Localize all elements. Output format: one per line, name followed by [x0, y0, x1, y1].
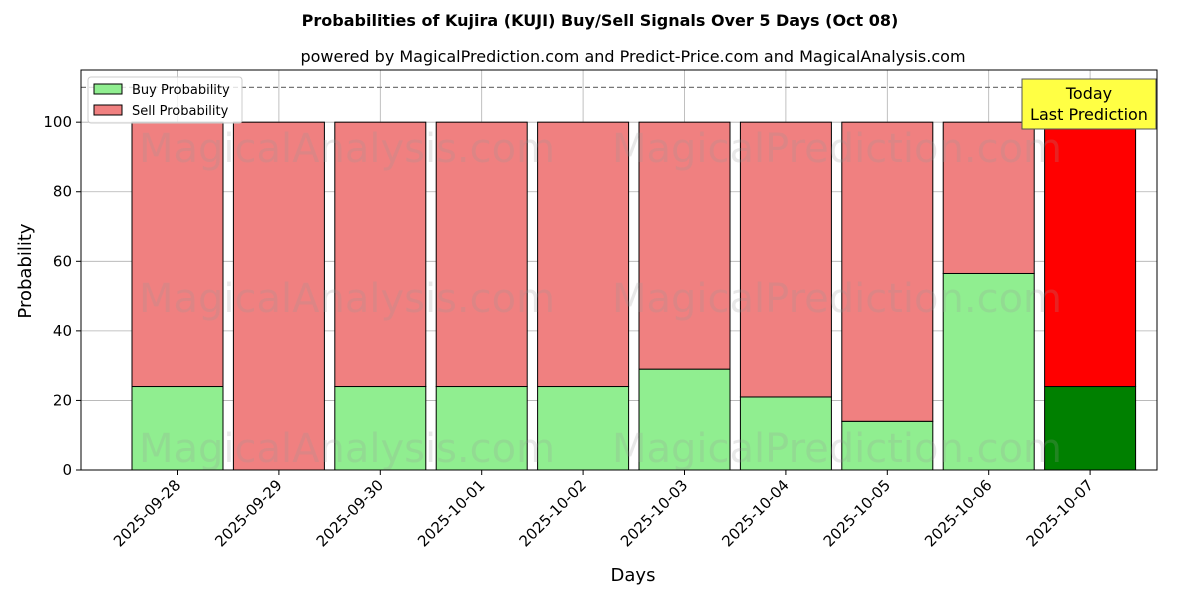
today-annotation: Today Last Prediction — [1021, 78, 1157, 130]
legend-frame — [87, 76, 243, 124]
bar-sell-2025-10-01 — [435, 121, 528, 388]
bars — [131, 121, 1137, 471]
legend: Buy Probability Sell Probability — [87, 76, 243, 124]
watermark-text: MagicalPrediction.com — [612, 126, 1062, 172]
watermark-text: MagicalAnalysis.com — [139, 426, 555, 472]
y-tick-label: 20 — [53, 391, 72, 409]
annotation-line-today: Today — [1065, 84, 1112, 103]
bar-buy-2025-09-28 — [131, 386, 224, 471]
y-tick-label: 40 — [53, 322, 72, 340]
bar-buy-2025-10-06 — [942, 272, 1035, 471]
plot-frame — [80, 69, 1158, 471]
x-tick-label: 2025-10-04 — [718, 476, 792, 550]
y-axis-label: Probability — [15, 223, 36, 318]
x-tick-label: 2025-10-06 — [921, 476, 995, 550]
y-tick-label: 0 — [62, 461, 72, 479]
x-tick-label: 2025-10-02 — [516, 476, 590, 550]
bar-sell-2025-09-28 — [131, 121, 224, 388]
bar-sell-2025-10-06 — [942, 121, 1035, 274]
bar-sell-2025-10-07 — [1044, 121, 1137, 388]
y-axis-ticks: 0 20 40 60 80 100 — [43, 113, 81, 479]
bar-buy-2025-10-05 — [841, 420, 934, 471]
bar-sell-2025-10-05 — [841, 121, 934, 422]
x-tick-label: 2025-10-03 — [617, 476, 691, 550]
x-tick-label: 2025-09-30 — [313, 476, 387, 550]
x-tick-label: 2025-09-29 — [211, 476, 285, 550]
chart-subtitle: powered by MagicalPrediction.com and Pre… — [300, 47, 965, 66]
annotation-line-last-prediction: Last Prediction — [1030, 105, 1148, 124]
bar-buy-2025-09-30 — [334, 386, 427, 471]
watermark-text: MagicalPrediction.com — [612, 276, 1062, 322]
y-tick-label: 80 — [53, 183, 72, 201]
x-tick-label: 2025-09-28 — [110, 476, 184, 550]
bar-sell-2025-10-02 — [537, 121, 630, 388]
x-axis-ticks: 2025-09-28 2025-09-29 2025-09-30 2025-10-01… — [110, 470, 1097, 550]
bar-buy-2025-10-03 — [638, 368, 731, 471]
legend-label-sell: Sell Probability — [132, 104, 229, 119]
watermark-text: MagicalAnalysis.com — [139, 276, 555, 322]
bar-buy-2025-10-01 — [435, 386, 528, 471]
x-tick-label: 2025-10-05 — [820, 476, 894, 550]
legend-swatch-buy — [93, 83, 123, 95]
bar-buy-2025-10-04 — [739, 396, 832, 471]
watermark-text: MagicalPrediction.com — [612, 426, 1062, 472]
legend-swatch-sell — [93, 104, 123, 116]
bar-sell-2025-10-04 — [739, 121, 832, 398]
legend-label-buy: Buy Probability — [132, 83, 230, 98]
x-axis-label: Days — [611, 565, 656, 586]
x-tick-label: 2025-10-01 — [414, 476, 488, 550]
y-tick-label: 60 — [53, 252, 72, 270]
bar-sell-2025-09-30 — [334, 121, 427, 388]
y-tick-label: 100 — [43, 113, 72, 131]
chart-title: Probabilities of Kujira (KUJI) Buy/Sell … — [302, 11, 899, 30]
watermark-text: MagicalAnalysis.com — [139, 126, 555, 172]
annotation-box — [1021, 78, 1157, 130]
watermarks: MagicalAnalysis.com MagicalPrediction.com… — [139, 126, 1062, 472]
bar-sell-2025-10-03 — [638, 121, 731, 370]
x-tick-label: 2025-10-07 — [1023, 476, 1097, 550]
